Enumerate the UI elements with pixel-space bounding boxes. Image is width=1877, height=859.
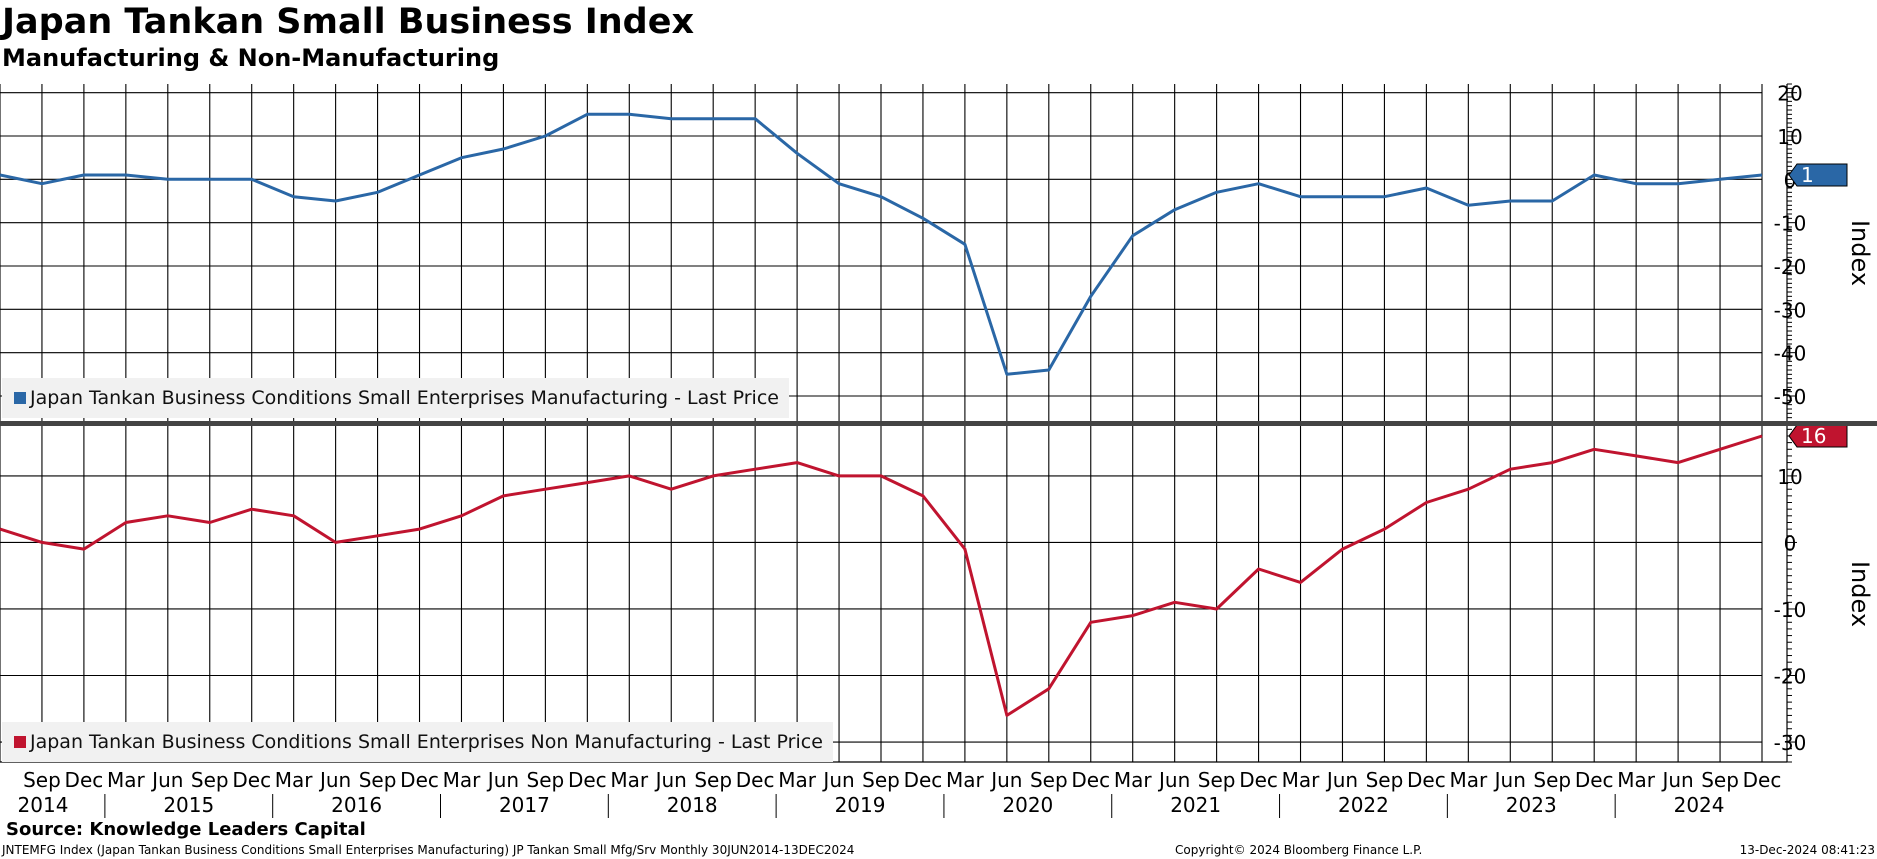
- x-tick-label-month: Dec: [400, 768, 439, 792]
- y-tick-label: 10: [1777, 125, 1802, 149]
- legend-label-manufacturing: Japan Tankan Business Conditions Small E…: [30, 387, 779, 409]
- x-tick-label-month: Mar: [946, 768, 985, 792]
- x-tick-label-month: Sep: [527, 768, 565, 792]
- x-tick-label-year: 2015: [163, 793, 214, 817]
- x-tick-label-month: Mar: [1114, 768, 1153, 792]
- x-tick-label-month: Mar: [1282, 768, 1321, 792]
- x-tick-label-month: Sep: [1198, 768, 1236, 792]
- x-tick-label-month: Jun: [150, 768, 183, 792]
- x-tick-label-year: 2020: [1002, 793, 1053, 817]
- footer-timestamp: 13-Dec-2024 08:41:23: [1739, 843, 1875, 857]
- y-tick-label: -20: [1774, 665, 1807, 689]
- x-tick-label-month: Jun: [1660, 768, 1693, 792]
- x-tick-label-month: Mar: [1617, 768, 1656, 792]
- x-tick-label-month: Sep: [191, 768, 229, 792]
- legend-swatch-manufacturing: [14, 392, 26, 404]
- y-tick-label: 10: [1777, 465, 1802, 489]
- x-tick-label-month: Jun: [1325, 768, 1358, 792]
- x-tick-label-year: 2022: [1338, 793, 1389, 817]
- x-tick-label-year: 2014: [18, 793, 69, 817]
- panel-separator: [0, 421, 1877, 426]
- x-tick-label-year: 2016: [331, 793, 382, 817]
- x-tick-label-month: Dec: [1575, 768, 1614, 792]
- y-tick-label: 0: [1784, 531, 1797, 555]
- x-tick-label-year: 2024: [1674, 793, 1725, 817]
- x-tick-label-month: Dec: [904, 768, 943, 792]
- x-tick-label-month: Mar: [275, 768, 314, 792]
- x-tick-label-month: Sep: [694, 768, 732, 792]
- x-tick-label-month: Mar: [443, 768, 482, 792]
- last-value-flag: [1788, 163, 1848, 187]
- x-tick-label-month: Mar: [107, 768, 146, 792]
- x-tick-label-month: Mar: [610, 768, 649, 792]
- x-tick-label-month: Jun: [654, 768, 687, 792]
- y-tick-label: -30: [1774, 298, 1807, 322]
- legend-non-manufacturing: Japan Tankan Business Conditions Small E…: [2, 722, 833, 762]
- x-tick-label-month: Dec: [736, 768, 775, 792]
- last-value-label: 1: [1801, 163, 1814, 187]
- x-tick-label-year: 2018: [667, 793, 718, 817]
- x-tick-label-month: Mar: [1449, 768, 1488, 792]
- y-axis-title: Index: [1846, 220, 1874, 286]
- chart-subtitle: Manufacturing & Non-Manufacturing: [2, 44, 500, 72]
- x-tick-label-month: Jun: [1493, 768, 1526, 792]
- x-tick-label-month: Sep: [23, 768, 61, 792]
- x-tick-label-month: Jun: [1157, 768, 1190, 792]
- y-tick-label: -30: [1774, 731, 1807, 755]
- x-tick-label-month: Sep: [1366, 768, 1404, 792]
- x-tick-label-month: Dec: [1407, 768, 1446, 792]
- x-tick-label-month: Dec: [568, 768, 607, 792]
- x-tick-label-month: Sep: [862, 768, 900, 792]
- manufacturing-series-line: [0, 112, 1763, 376]
- x-tick-label-month: Sep: [1533, 768, 1571, 792]
- y-tick-label: -20: [1774, 255, 1807, 279]
- legend-manufacturing: Japan Tankan Business Conditions Small E…: [2, 378, 789, 418]
- y-axis-title: Index: [1846, 561, 1874, 627]
- footer-index-description: JNTEMFG Index (Japan Tankan Business Con…: [2, 843, 855, 857]
- x-tick-label-month: Dec: [1071, 768, 1110, 792]
- x-tick-label-month: Dec: [1239, 768, 1278, 792]
- footer-copyright: Copyright© 2024 Bloomberg Finance L.P.: [1175, 843, 1423, 857]
- x-tick-label-month: Dec: [65, 768, 104, 792]
- x-tick-label-month: Jun: [486, 768, 519, 792]
- y-tick-label: -40: [1774, 342, 1807, 366]
- x-tick-label-year: 2019: [835, 793, 886, 817]
- source-note: Source: Knowledge Leaders Capital: [6, 819, 366, 840]
- x-tick-label-month: Dec: [232, 768, 271, 792]
- x-tick-label-month: Jun: [821, 768, 854, 792]
- x-tick-label-month: Sep: [1701, 768, 1739, 792]
- x-tick-label-month: Sep: [1030, 768, 1068, 792]
- x-tick-label-month: Dec: [1743, 768, 1782, 792]
- last-value-label: 16: [1801, 424, 1826, 448]
- non-manufacturing-series-line: [0, 434, 1763, 717]
- x-tick-label-year: 2023: [1506, 793, 1557, 817]
- x-tick-label-year: 2021: [1170, 793, 1221, 817]
- y-tick-label: 20: [1777, 82, 1802, 106]
- y-tick-label: -50: [1774, 385, 1807, 409]
- legend-label-non-manufacturing: Japan Tankan Business Conditions Small E…: [30, 731, 823, 753]
- chart-title: Japan Tankan Small Business Index: [2, 2, 695, 42]
- x-tick-label-month: Sep: [359, 768, 397, 792]
- y-tick-label: -10: [1774, 598, 1807, 622]
- x-tick-label-month: Mar: [778, 768, 817, 792]
- x-tick-label-month: Jun: [989, 768, 1022, 792]
- x-tick-label-year: 2017: [499, 793, 550, 817]
- legend-swatch-non-manufacturing: [14, 736, 26, 748]
- last-value-flag: [1788, 424, 1848, 448]
- x-tick-label-month: Jun: [318, 768, 351, 792]
- y-tick-label: -10: [1774, 212, 1807, 236]
